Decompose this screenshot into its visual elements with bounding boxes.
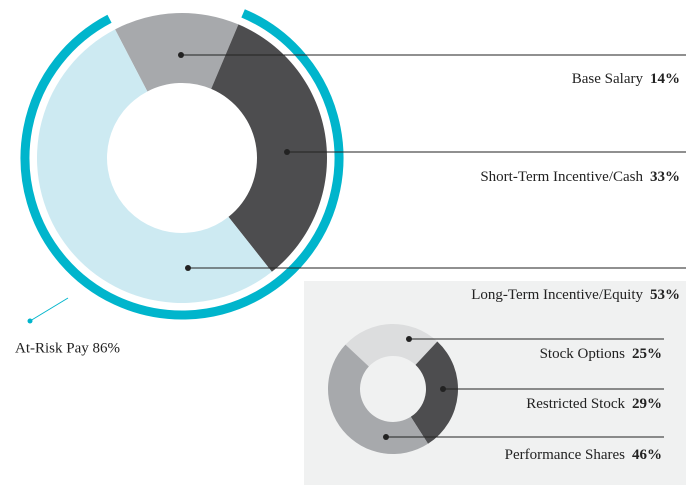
value-label: 46%	[632, 447, 662, 463]
at-risk-ring	[20, 9, 344, 320]
value-label: 29%	[632, 396, 662, 412]
segment-label: Long-Term Incentive/Equity 53%	[471, 287, 680, 303]
annotation-leader	[29, 297, 69, 322]
category-name: Restricted Stock	[526, 396, 625, 412]
segment-label: Short-Term Incentive/Cash 33%	[480, 169, 680, 185]
leader-dot	[178, 52, 184, 58]
value-label: 33%	[650, 169, 680, 185]
leader-dot	[406, 336, 412, 342]
segment-label: Restricted Stock 29%	[526, 396, 662, 412]
value-label: 25%	[632, 346, 662, 362]
category-name: Stock Options	[540, 346, 626, 362]
value-label: 14%	[650, 71, 680, 87]
value-label: 53%	[650, 287, 680, 303]
donut-segment	[328, 344, 429, 454]
donut-segment	[36, 29, 272, 304]
category-name: Base Salary	[572, 71, 644, 87]
leader-dot	[284, 149, 290, 155]
segment-label: Base Salary 14%	[572, 71, 680, 87]
category-name: Short-Term Incentive/Cash	[480, 169, 643, 185]
segment-label: Stock Options 25%	[540, 346, 662, 362]
detail-panel	[304, 281, 686, 485]
category-name: Long-Term Incentive/Equity	[471, 287, 643, 303]
donut-segment	[345, 324, 438, 367]
donut-segment	[211, 24, 327, 272]
category-name: Performance Shares	[505, 447, 626, 463]
segment-label: Performance Shares 46%	[505, 447, 662, 463]
donut-segment	[115, 12, 239, 92]
annotation-label: At-Risk Pay 86%	[15, 340, 120, 356]
leader-dot	[440, 386, 446, 392]
leader-dot	[383, 434, 389, 440]
leader-dot	[185, 265, 191, 271]
donut-segment	[410, 341, 458, 444]
annotation-dot	[27, 318, 33, 324]
